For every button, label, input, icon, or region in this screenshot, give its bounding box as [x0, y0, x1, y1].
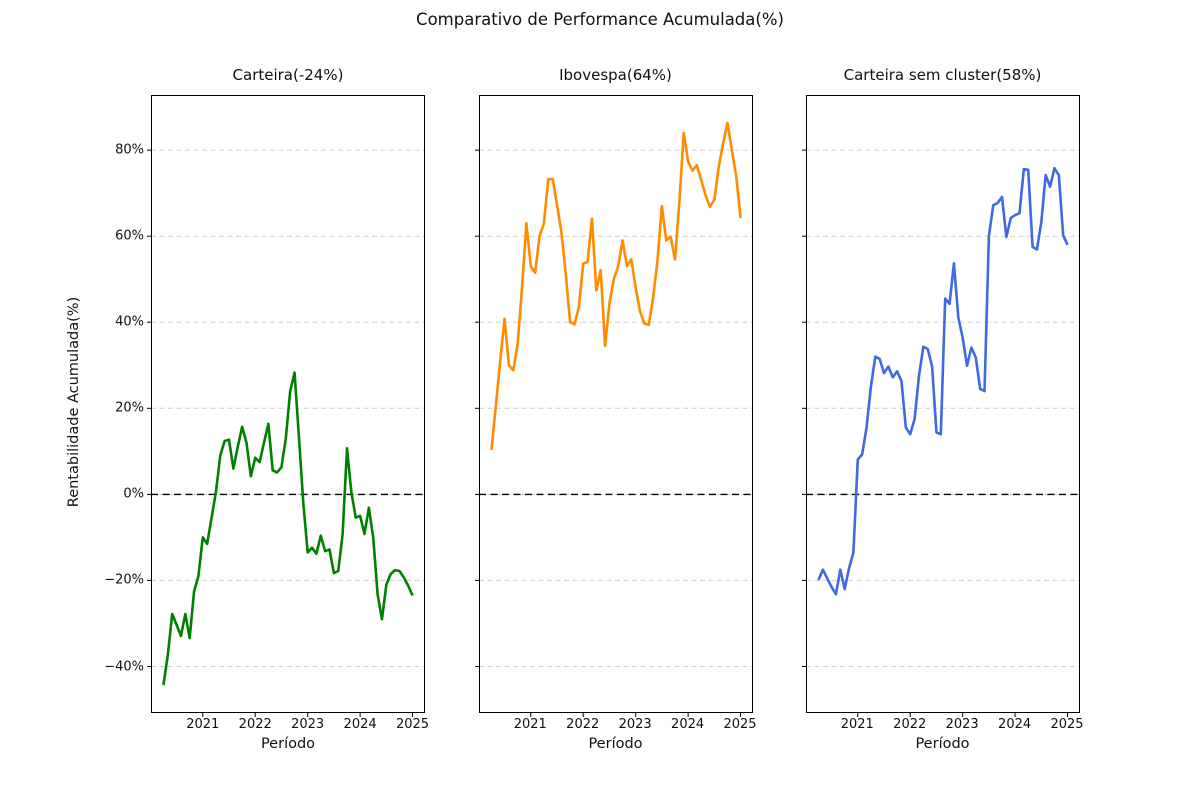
axes-frame: [805, 95, 1080, 713]
x-tick-label: 2022: [566, 717, 600, 732]
x-tick-label: 2024: [998, 717, 1032, 732]
x-axis-label: Período: [915, 736, 970, 752]
x-tick-label: 2023: [291, 717, 325, 732]
series-line: [162, 371, 414, 686]
x-axis-label: Período: [260, 736, 316, 752]
y-tick-label: 20%: [115, 400, 144, 416]
y-tick-label: −40%: [104, 659, 144, 675]
figure-title: Comparativo de Performance Acumulada(%): [416, 10, 784, 29]
x-tick-label: 2021: [840, 717, 874, 732]
subplot-title-carteira: Carteira(-24%): [232, 66, 344, 84]
subplot-ibovespa: Ibovespa(64%) 2021 2022 2023 2024 2025 Perío…: [474, 66, 757, 752]
axes-frame: [478, 95, 753, 713]
chart-svg: [147, 95, 425, 717]
subplot-title-carteira-sem-cluster: Carteira sem cluster(58%): [843, 66, 1042, 84]
x-tick-label: 2025: [723, 717, 757, 732]
subplot-title-ibovespa: Ibovespa(64%): [559, 66, 672, 84]
x-tick-label: 2022: [238, 717, 272, 732]
y-tick-label: −20%: [104, 572, 144, 588]
x-tick-label: 2023: [618, 717, 652, 732]
x-tick-label: 2022: [893, 717, 927, 732]
plot-area-carteira-sem-cluster: 2021 2022 2023 2024 2025: [801, 95, 1084, 732]
plot-area-carteira: 2021 2022 2023 2024 2025 −40% −20% 0% 20% 40% 60% 8…: [104, 95, 429, 732]
y-tick-label: 60%: [115, 228, 144, 244]
chart-svg: [474, 95, 753, 717]
subplot-carteira: Carteira(-24%) 2021 2022 2023 2024 2025 −40% −…: [104, 66, 429, 752]
y-axis-label: Rentabilidade Acumulada(%): [66, 296, 82, 508]
x-tick-label: 2024: [671, 717, 705, 732]
series-line: [489, 121, 742, 451]
y-tick-label: 0%: [123, 486, 144, 502]
y-tick-label: 80%: [115, 142, 144, 158]
x-axis-label: Período: [588, 736, 643, 752]
x-tick-label: 2024: [343, 717, 377, 732]
x-tick-label: 2025: [395, 717, 430, 732]
axes-frame: [151, 95, 425, 713]
x-tick-label: 2023: [945, 717, 979, 732]
plot-area-ibovespa: 2021 2022 2023 2024 2025: [474, 95, 757, 732]
series-line: [816, 166, 1069, 596]
y-tick-label: 40%: [115, 314, 144, 330]
subplot-carteira-sem-cluster: Carteira sem cluster(58%) 2021 2022 2023 20…: [801, 66, 1084, 752]
x-tick-label: 2021: [513, 717, 547, 732]
chart-svg: [801, 95, 1080, 717]
x-tick-label: 2025: [1050, 717, 1084, 732]
x-tick-label: 2021: [186, 717, 220, 732]
